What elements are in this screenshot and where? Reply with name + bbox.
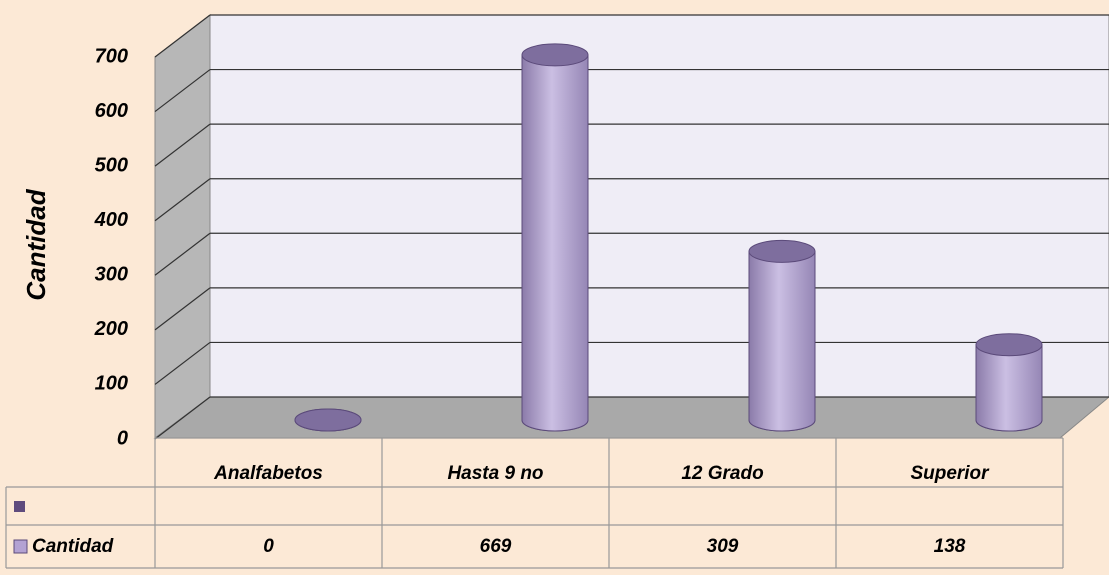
legend-swatch — [13, 539, 28, 554]
table-value: 309 — [707, 536, 739, 557]
side-grid-line — [154, 341, 211, 385]
side-grid-line — [154, 123, 211, 167]
y-tick-label: 0 — [117, 427, 128, 449]
x-tick-label: Superior — [910, 463, 990, 484]
y-tick-label: 500 — [95, 154, 128, 176]
side-grid-line — [154, 396, 211, 440]
data-table — [5, 437, 1064, 569]
bar — [748, 250, 816, 432]
table-value: 138 — [934, 536, 966, 557]
table-value: 0 — [263, 536, 274, 557]
side-grid-line — [154, 287, 211, 331]
side-grid-line — [154, 232, 211, 276]
side-wall — [154, 13, 211, 439]
table-value: 669 — [480, 536, 512, 557]
x-tick-label: Analfabetos — [213, 463, 323, 484]
y-tick-label: 700 — [95, 45, 128, 67]
bar-top — [521, 43, 589, 67]
y-tick-label: 400 — [94, 209, 128, 231]
y-tick-label: 600 — [95, 100, 128, 122]
y-tick-label: 100 — [95, 373, 128, 395]
side-grid-line — [154, 178, 211, 222]
side-grid-line — [154, 14, 211, 58]
x-tick-label: Hasta 9 no — [447, 463, 543, 484]
x-tick-label: 12 Grado — [681, 463, 763, 484]
y-tick-label: 300 — [95, 264, 128, 286]
bar-top — [975, 333, 1043, 357]
back-wall — [209, 14, 1109, 398]
y-axis-label: Cantidad — [21, 188, 51, 300]
legend-label: Cantidad — [32, 536, 114, 557]
side-grid-line — [154, 69, 211, 113]
bar-top — [748, 239, 816, 263]
bar — [975, 344, 1043, 432]
bar — [521, 54, 589, 432]
bar-top — [294, 408, 362, 432]
legend-swatch-empty — [14, 501, 25, 512]
y-tick-label: 200 — [94, 318, 128, 340]
